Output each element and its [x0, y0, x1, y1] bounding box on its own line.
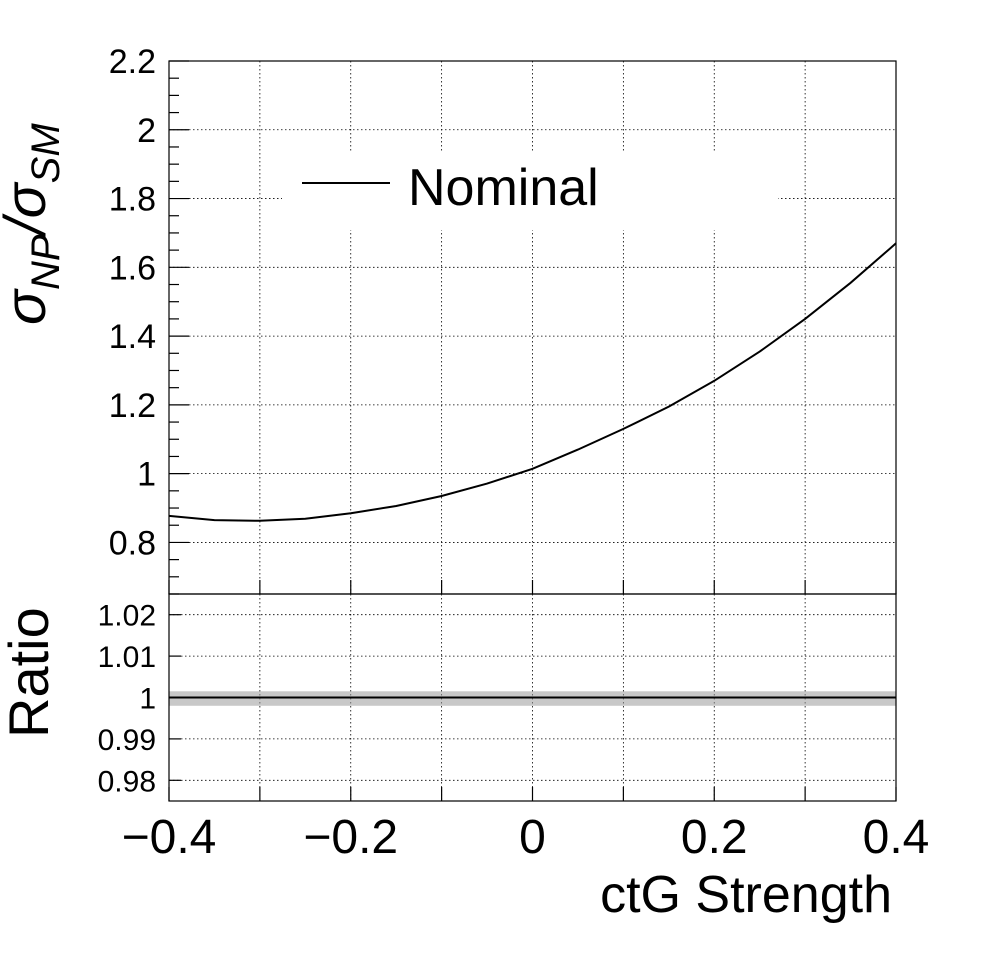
top-ytick-label: 1.6 — [109, 249, 156, 287]
top-panel-ylabel: σNP/σSM — [0, 123, 68, 325]
top-ytick-label: 1.2 — [109, 387, 156, 425]
top-panel-ytick-labels: 0.8 1 1.2 1.4 1.6 1.8 2 2.2 — [109, 43, 156, 562]
ratio-ytick-label: 0.98 — [98, 765, 156, 798]
legend-box — [282, 152, 778, 230]
top-ytick-label: 1 — [137, 456, 156, 494]
ratio-ytick-label: 1 — [139, 683, 156, 716]
ratio-band-fill — [169, 691, 896, 706]
xtick-label: 0.2 — [681, 811, 748, 864]
xtick-labels: −0.4 −0.2 0 0.2 0.4 — [122, 811, 930, 864]
top-panel-grid — [169, 61, 896, 594]
ratio-ytick-label: 1.01 — [98, 641, 156, 674]
ratio-panel-ylabel: Ratio — [0, 607, 60, 738]
x-axis-title: ctG Strength — [600, 866, 892, 924]
xtick-label: −0.2 — [303, 811, 398, 864]
ratio-ytick-label: 0.99 — [98, 724, 156, 757]
legend-label-nominal: Nominal — [408, 159, 599, 217]
ratio-panel-frame — [168, 593, 897, 802]
top-ytick-label: 2.2 — [109, 43, 156, 81]
ratio-ytick-label: 1.02 — [98, 600, 156, 633]
ratio-uncertainty-band — [169, 691, 896, 706]
top-ytick-label: 0.8 — [109, 524, 156, 562]
series-nominal-line — [168, 242, 897, 522]
xtick-label: 0.4 — [863, 811, 930, 864]
series-curves — [168, 242, 897, 699]
xtick-label: −0.4 — [122, 811, 217, 864]
top-ytick-label: 1.8 — [109, 181, 156, 219]
top-ytick-label: 1.4 — [109, 318, 156, 356]
top-ytick-label: 2 — [137, 112, 156, 150]
ratio-panel-ytick-labels: 0.98 0.99 1 1.01 1.02 — [98, 600, 156, 799]
xtick-label: 0 — [519, 811, 546, 864]
